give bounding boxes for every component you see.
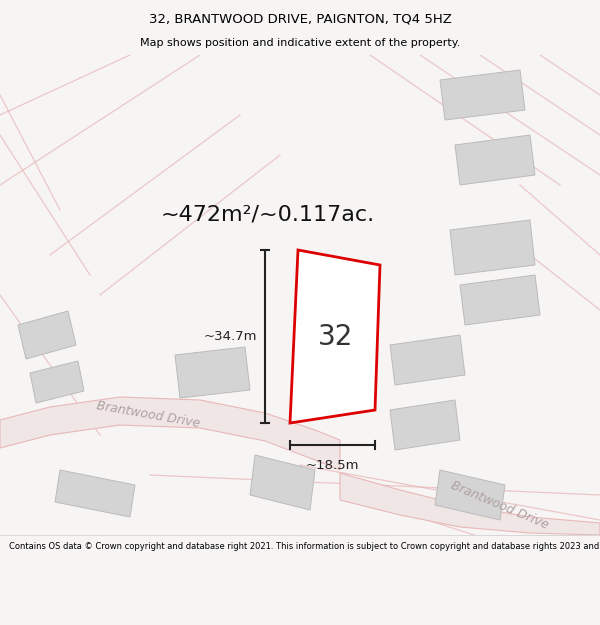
Polygon shape bbox=[390, 335, 465, 385]
Polygon shape bbox=[460, 275, 540, 325]
Text: Contains OS data © Crown copyright and database right 2021. This information is : Contains OS data © Crown copyright and d… bbox=[9, 542, 600, 551]
Polygon shape bbox=[390, 400, 460, 450]
Text: ~18.5m: ~18.5m bbox=[306, 459, 359, 472]
Text: 32: 32 bbox=[318, 323, 353, 351]
Polygon shape bbox=[175, 347, 250, 398]
Polygon shape bbox=[340, 473, 600, 535]
Text: ~472m²/~0.117ac.: ~472m²/~0.117ac. bbox=[161, 205, 375, 225]
Text: Brantwood Drive: Brantwood Drive bbox=[449, 479, 551, 531]
Text: 32, BRANTWOOD DRIVE, PAIGNTON, TQ4 5HZ: 32, BRANTWOOD DRIVE, PAIGNTON, TQ4 5HZ bbox=[149, 12, 451, 25]
Text: Brantwood Drive: Brantwood Drive bbox=[95, 399, 201, 431]
Polygon shape bbox=[18, 311, 76, 359]
Text: Map shows position and indicative extent of the property.: Map shows position and indicative extent… bbox=[140, 39, 460, 49]
Polygon shape bbox=[440, 70, 525, 120]
Polygon shape bbox=[30, 361, 84, 403]
Polygon shape bbox=[450, 220, 535, 275]
Text: ~34.7m: ~34.7m bbox=[203, 330, 257, 343]
Polygon shape bbox=[290, 250, 380, 423]
Polygon shape bbox=[250, 455, 315, 510]
Polygon shape bbox=[455, 135, 535, 185]
Polygon shape bbox=[55, 470, 135, 517]
Polygon shape bbox=[435, 470, 505, 520]
Polygon shape bbox=[0, 397, 340, 470]
